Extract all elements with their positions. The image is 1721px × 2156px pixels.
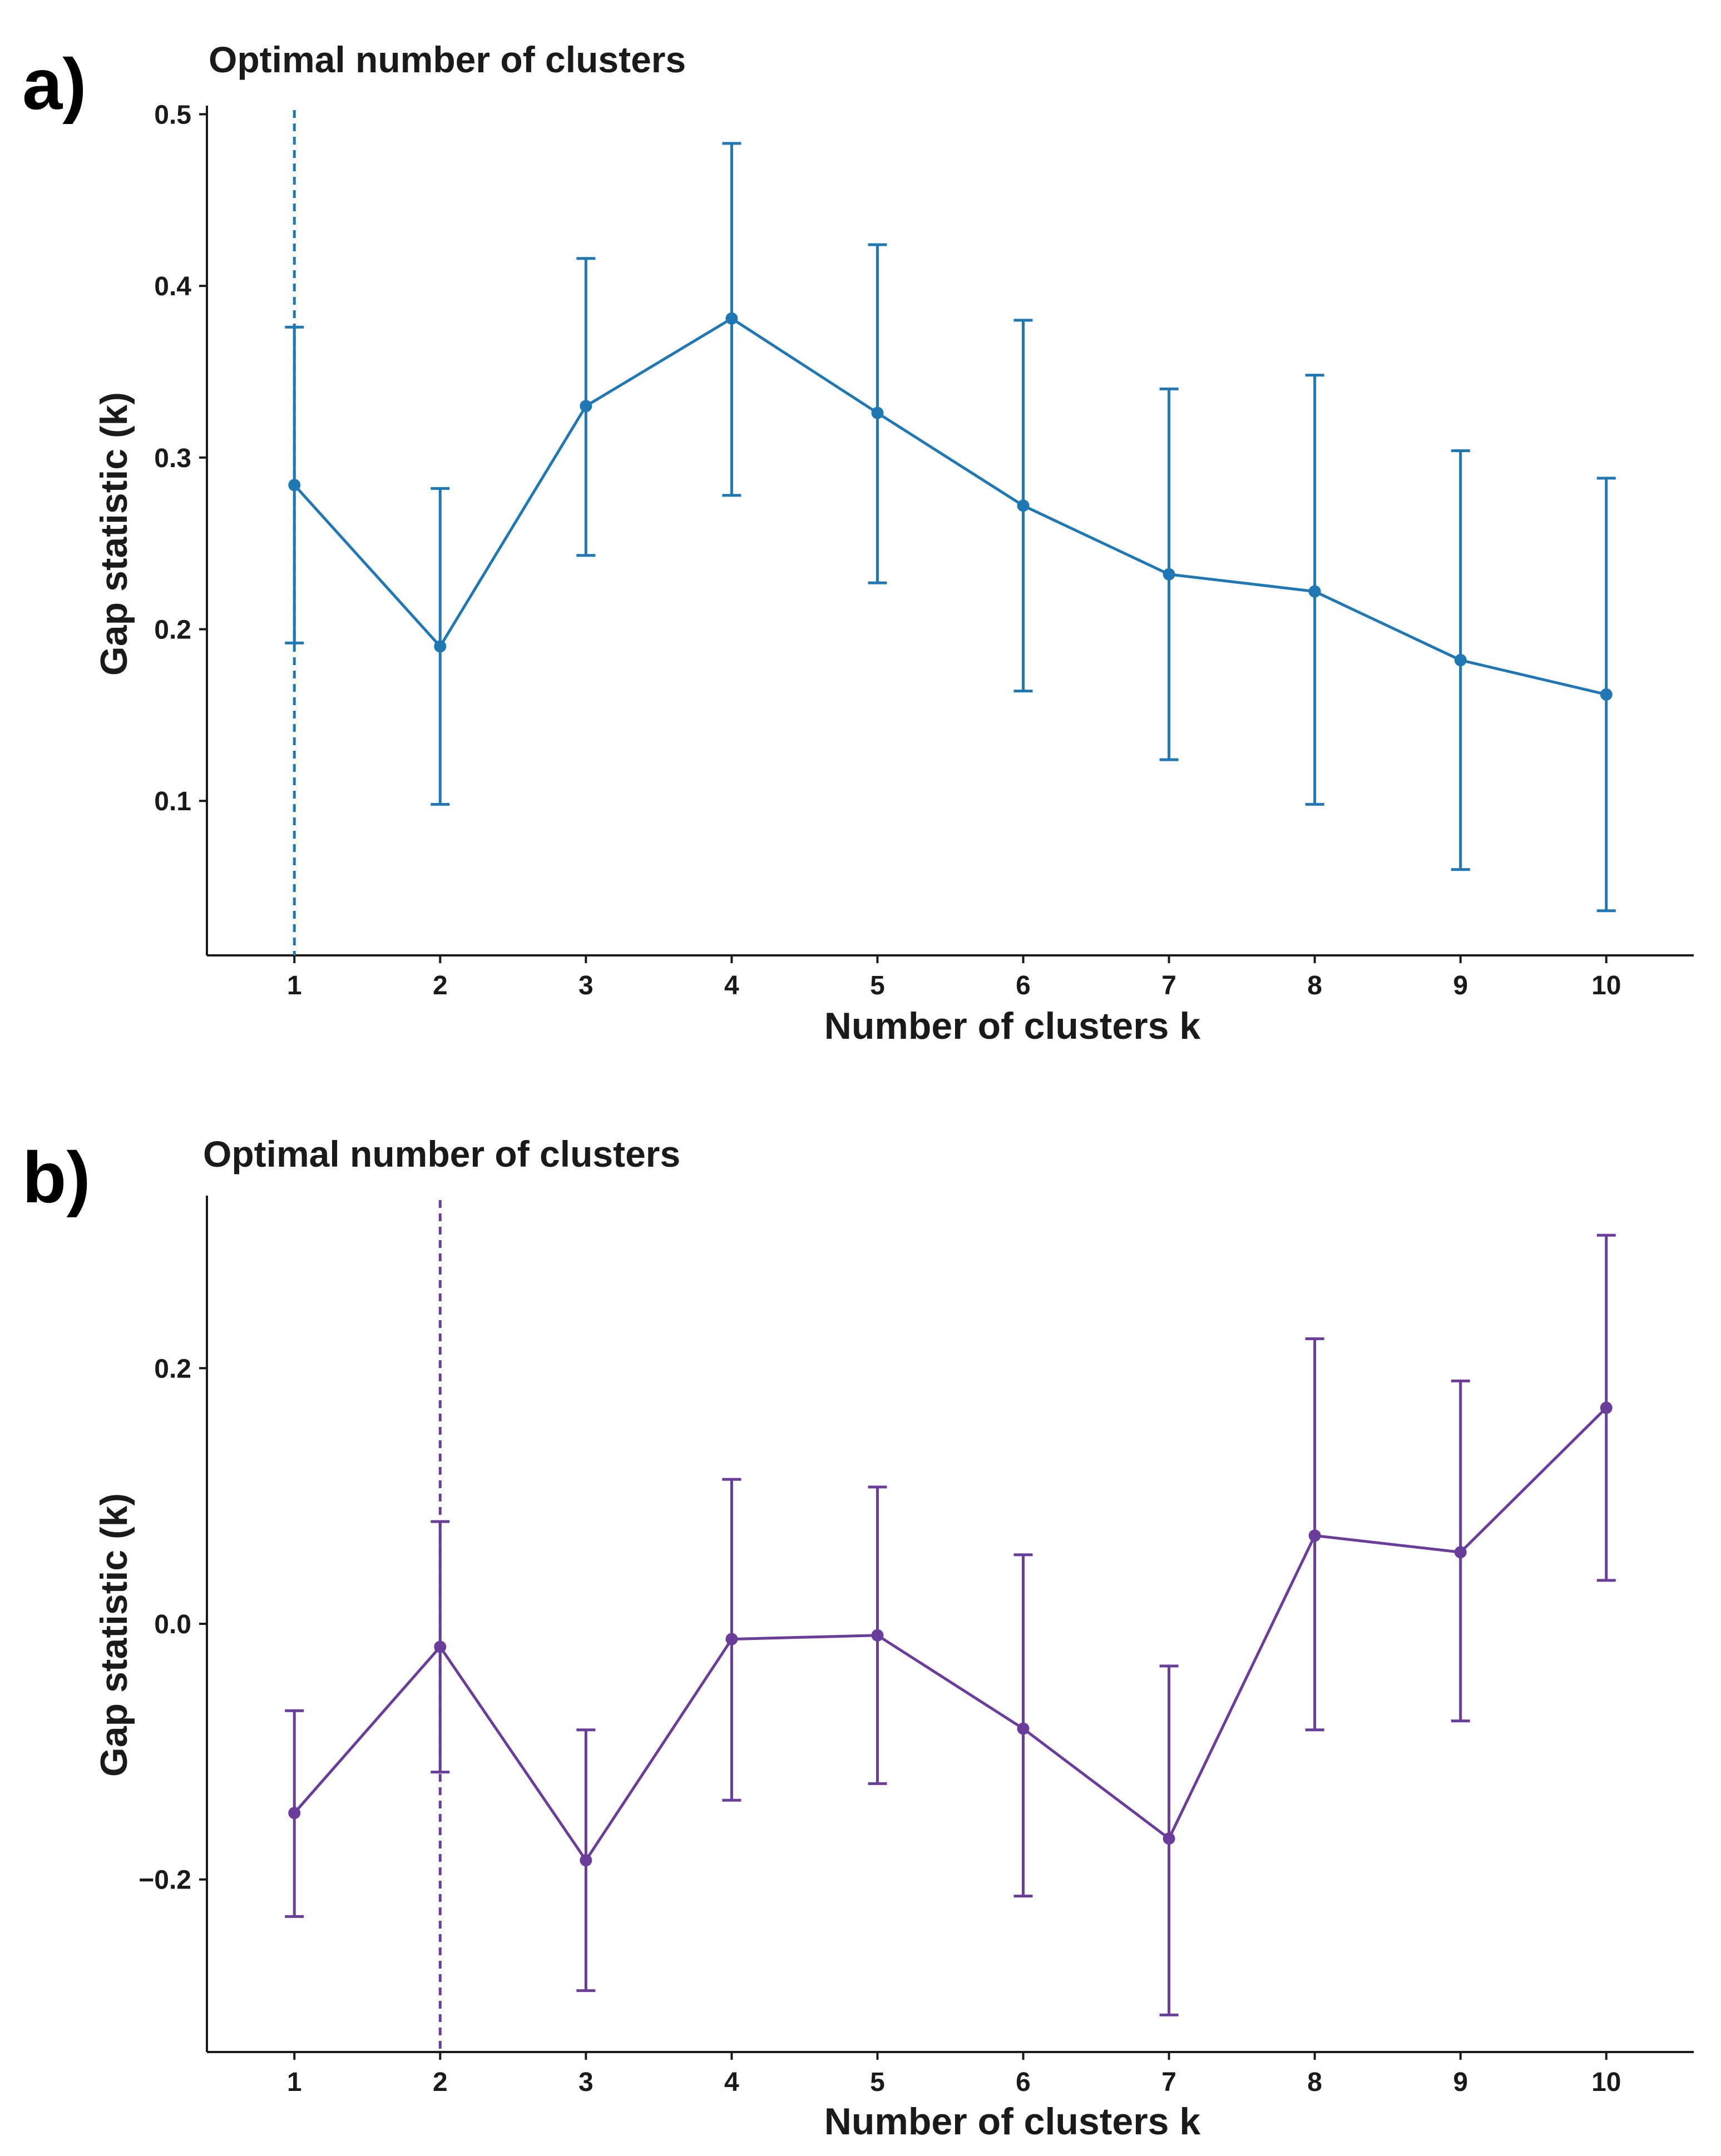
x-tick-label: 3: [578, 971, 594, 1000]
data-point: [580, 1854, 592, 1867]
x-tick-label: 3: [578, 2068, 594, 2097]
data-point: [1600, 688, 1613, 701]
y-tick-label: −0.2: [139, 1866, 191, 1895]
panel-b-x-axis-label: Number of clusters k: [824, 2100, 1201, 2143]
y-tick-label: 0.5: [154, 100, 191, 130]
data-point: [1454, 654, 1467, 667]
x-tick-label: 4: [724, 2068, 739, 2097]
panel-a: a) Optimal number of clusters Number of …: [22, 39, 1694, 1047]
series-line: [293, 317, 1607, 696]
panel-b-y-axis-label: Gap statistic (k): [93, 1493, 135, 1777]
data-point: [434, 1640, 447, 1653]
data-point: [871, 407, 884, 419]
panel-a-plot: 0.1 0.2 0.3 0.4 0.5 1 2 3 4 5 6 7 8 9 10: [154, 100, 1694, 1000]
x-tick-label: 2: [433, 971, 448, 1000]
data-point: [871, 1629, 884, 1642]
x-tick-label: 9: [1453, 2068, 1468, 2097]
x-tick-label: 5: [870, 2068, 885, 2097]
x-tick-label: 1: [287, 971, 302, 1000]
x-tick-label: 8: [1307, 2068, 1322, 2097]
panel-b-title: Optimal number of clusters: [203, 1133, 680, 1174]
series-line: [293, 1406, 1608, 1862]
x-tick-label: 9: [1453, 971, 1468, 1000]
panel-a-x-axis-label: Number of clusters k: [824, 1005, 1201, 1047]
y-tick-label: 0.0: [154, 1610, 191, 1639]
y-tick-label: 0.2: [154, 1354, 191, 1384]
data-point: [1017, 499, 1030, 512]
y-tick-label: 0.3: [154, 444, 191, 473]
x-tick-label: 10: [1591, 2068, 1621, 2097]
data-point: [434, 640, 447, 653]
panel-b-plot: −0.2 0.0 0.2 1 2 3 4 5 6 7 8 9 10: [139, 1196, 1694, 2097]
data-point: [1454, 1546, 1467, 1559]
x-tick-label: 4: [724, 971, 739, 1000]
data-point: [580, 400, 592, 413]
x-tick-label: 7: [1161, 971, 1176, 1000]
y-tick-label: 0.4: [154, 272, 191, 301]
x-tick-label: 6: [1016, 2068, 1031, 2097]
data-point: [288, 479, 301, 492]
x-tick-label: 6: [1016, 971, 1031, 1000]
data-point: [1308, 1529, 1321, 1542]
panel-b: b) Optimal number of clusters Number of …: [22, 1133, 1694, 2143]
panel-a-title: Optimal number of clusters: [209, 39, 686, 80]
data-point: [288, 1807, 301, 1820]
panel-a-letter: a): [22, 43, 87, 125]
x-tick-label: 10: [1591, 971, 1621, 1000]
x-tick-label: 5: [870, 971, 885, 1000]
data-point: [1017, 1722, 1030, 1735]
x-tick-label: 2: [433, 2068, 448, 2097]
data-point: [1308, 585, 1321, 598]
data-point: [725, 1633, 738, 1646]
y-tick-label: 0.2: [154, 615, 191, 645]
data-point: [725, 312, 738, 325]
x-tick-label: 8: [1307, 971, 1322, 1000]
x-tick-label: 1: [287, 2068, 302, 2097]
x-tick-label: 7: [1161, 2068, 1176, 2097]
y-tick-label: 0.1: [154, 787, 191, 816]
panel-b-letter: b): [22, 1137, 91, 1218]
panel-a-y-axis-label: Gap statistic (k): [93, 392, 135, 676]
data-point: [1600, 1401, 1613, 1414]
data-point: [1163, 1832, 1175, 1845]
data-point: [1163, 568, 1175, 581]
